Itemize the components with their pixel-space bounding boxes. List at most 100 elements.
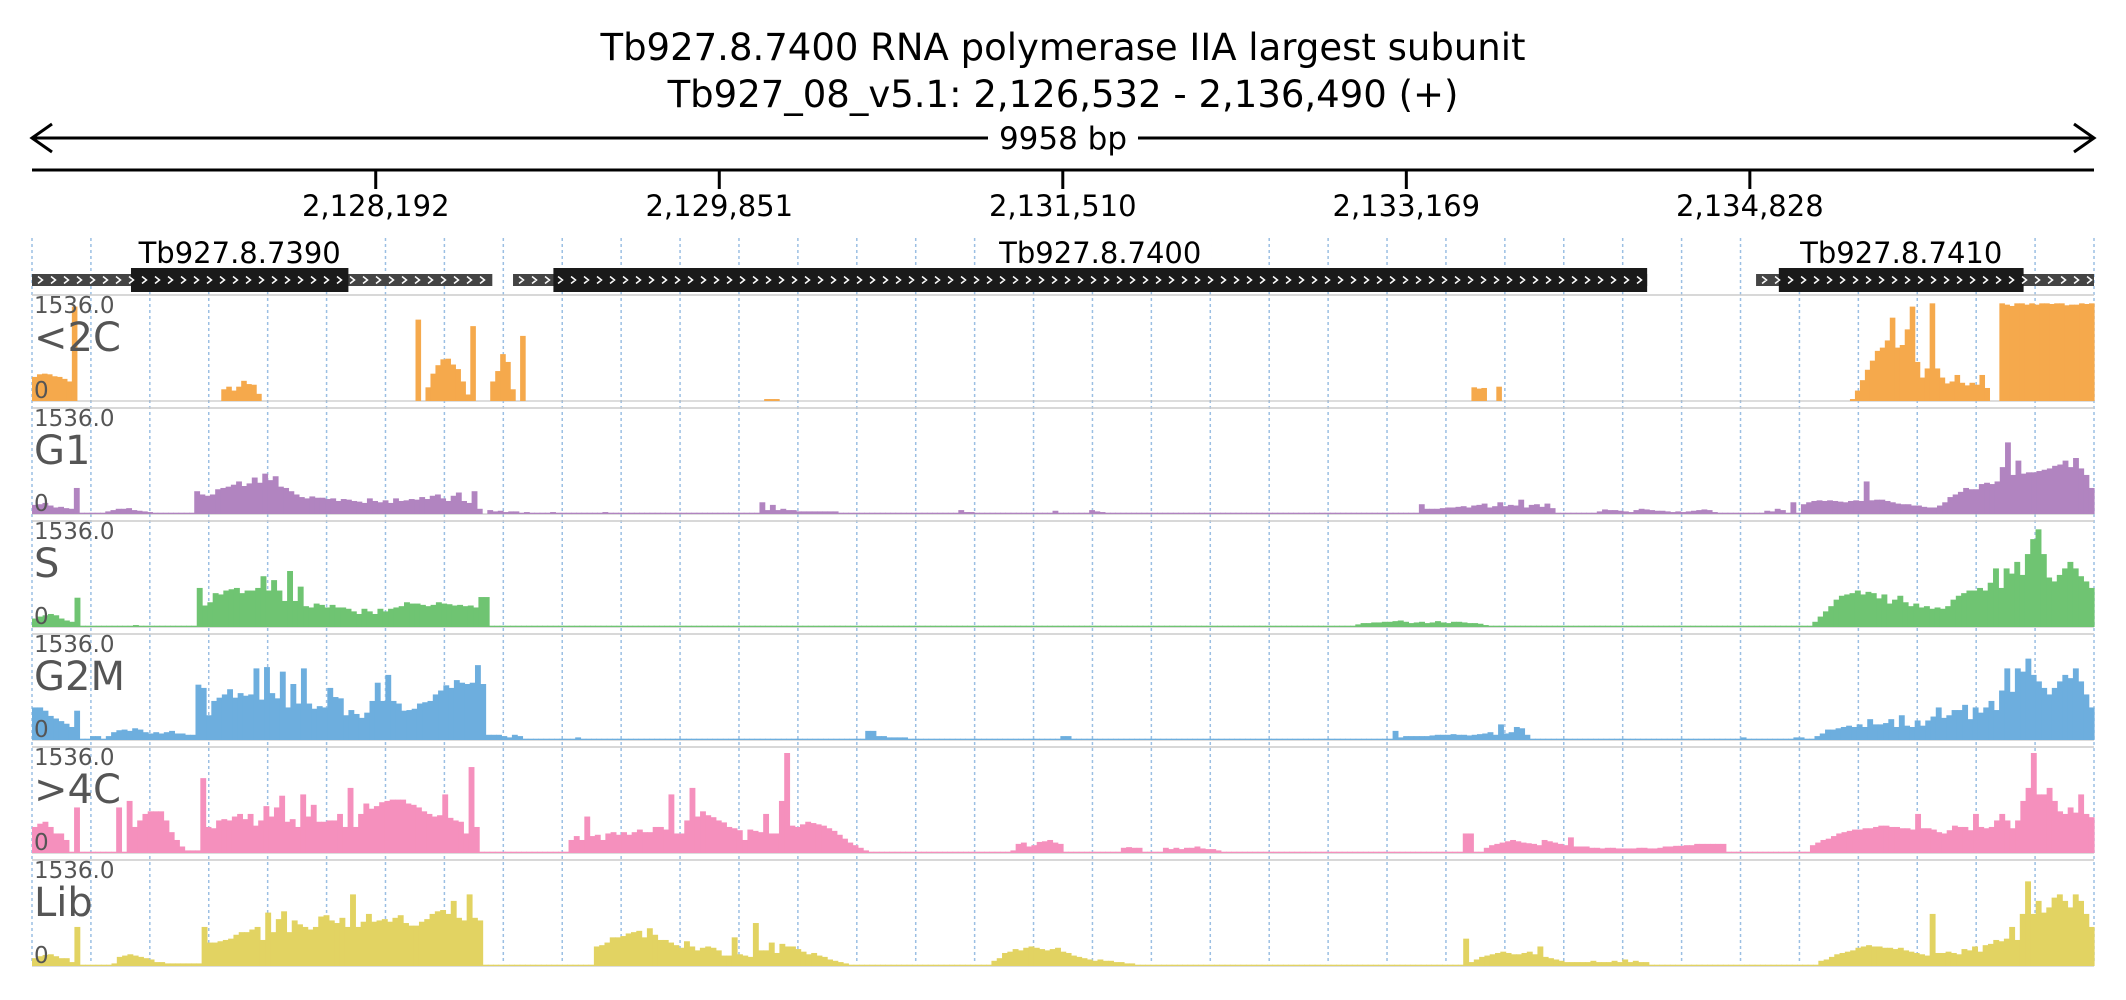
coverage-bar bbox=[615, 937, 621, 966]
coverage-bar bbox=[1942, 502, 1949, 514]
coverage-bar bbox=[1166, 964, 1173, 966]
coverage-bar bbox=[894, 851, 901, 853]
coverage-bar bbox=[1894, 347, 1901, 401]
coverage-bar bbox=[905, 512, 912, 514]
coverage-bar bbox=[1231, 851, 1238, 853]
coverage-bar bbox=[1277, 964, 1284, 966]
coverage-bar bbox=[801, 738, 808, 740]
coverage-bar bbox=[1924, 368, 1931, 401]
coverage-bar bbox=[1870, 593, 1877, 627]
coverage-bar bbox=[450, 495, 457, 514]
coverage-bar bbox=[964, 964, 971, 966]
coverage-bar bbox=[664, 738, 671, 740]
coverage-bar bbox=[356, 501, 363, 514]
coverage-bar bbox=[1685, 964, 1692, 966]
coverage-bar bbox=[1567, 837, 1574, 853]
coverage-bar bbox=[2056, 574, 2063, 627]
coverage-bar bbox=[1277, 512, 1284, 514]
coverage-bar bbox=[142, 813, 149, 853]
coverage-bar bbox=[757, 832, 764, 853]
coverage-bar bbox=[1192, 964, 1199, 966]
coverage-bar bbox=[79, 851, 86, 853]
coverage-bar bbox=[1819, 733, 1826, 740]
coverage-bar bbox=[1524, 734, 1531, 740]
coverage-bar bbox=[289, 819, 296, 853]
coverage-bar bbox=[1182, 964, 1189, 966]
coverage-bar bbox=[393, 498, 399, 514]
coverage-bar bbox=[1764, 510, 1771, 514]
coverage-bar bbox=[259, 939, 266, 966]
coverage-bar bbox=[1083, 512, 1090, 514]
coverage-bar bbox=[930, 625, 937, 627]
coverage-bar bbox=[685, 738, 692, 740]
coverage-bar bbox=[1577, 738, 1584, 740]
coverage-bar bbox=[1084, 851, 1090, 853]
coverage-bar bbox=[1268, 851, 1275, 853]
coverage-bar bbox=[1294, 851, 1301, 853]
coverage-bar bbox=[2029, 303, 2035, 401]
coverage-bar bbox=[1229, 738, 1235, 740]
coverage-bar bbox=[487, 510, 494, 514]
coverage-bar bbox=[2030, 539, 2037, 627]
coverage-bar bbox=[710, 817, 717, 853]
coverage-bar bbox=[270, 932, 277, 966]
coverage-bar bbox=[721, 822, 727, 853]
coverage-bar bbox=[797, 625, 804, 627]
coverage-bar bbox=[970, 738, 977, 740]
coverage-bar bbox=[2062, 813, 2069, 853]
coverage-bar bbox=[1281, 738, 1288, 740]
coverage-bar bbox=[673, 833, 680, 853]
coverage-bar bbox=[1954, 374, 1961, 401]
coverage-bar bbox=[1150, 738, 1156, 740]
coverage-bar bbox=[1919, 954, 1925, 966]
coverage-bar bbox=[440, 359, 446, 401]
coverage-bar bbox=[1155, 964, 1162, 966]
coverage-bar bbox=[1749, 964, 1756, 966]
coverage-bar bbox=[562, 964, 568, 966]
coverage-bar bbox=[1267, 512, 1273, 514]
coverage-bar bbox=[84, 851, 91, 853]
coverage-bar bbox=[53, 833, 59, 853]
coverage-bar bbox=[1251, 964, 1258, 966]
coverage-bar bbox=[90, 625, 97, 627]
coverage-bar bbox=[981, 738, 988, 740]
coverage-bar bbox=[2088, 707, 2095, 740]
coverage-bar bbox=[1002, 952, 1008, 966]
coverage-bar bbox=[1404, 851, 1411, 853]
coverage-bar bbox=[1220, 512, 1226, 514]
coverage-bar bbox=[1593, 738, 1599, 740]
coverage-bar bbox=[116, 807, 123, 853]
coverage-bar bbox=[691, 512, 698, 514]
coverage-bar bbox=[949, 964, 955, 966]
coverage-bar bbox=[257, 482, 263, 514]
coverage-bar bbox=[1137, 625, 1144, 627]
coverage-bar bbox=[1852, 829, 1858, 853]
coverage-bar bbox=[1835, 728, 1842, 740]
coverage-bar bbox=[759, 502, 766, 514]
coverage-bar bbox=[1017, 950, 1024, 966]
coverage-bar bbox=[593, 946, 600, 966]
coverage-bar bbox=[318, 916, 325, 966]
coverage-bar bbox=[1450, 621, 1457, 627]
coverage-bar bbox=[1857, 829, 1864, 853]
coverage-bar bbox=[790, 946, 796, 966]
coverage-bar bbox=[1484, 955, 1491, 966]
coverage-bar bbox=[424, 919, 431, 966]
coverage-bar bbox=[865, 730, 872, 740]
coverage-bar bbox=[1563, 962, 1570, 966]
coverage-bar bbox=[1536, 845, 1543, 853]
coverage-bar bbox=[1652, 848, 1659, 853]
coverage-bar bbox=[455, 492, 462, 514]
coverage-bar bbox=[2035, 900, 2042, 966]
coverage-bar bbox=[1521, 952, 1528, 966]
coverage-bar bbox=[470, 326, 476, 401]
coverage-bar bbox=[1817, 616, 1824, 627]
coverage-bar bbox=[2079, 303, 2085, 401]
coverage-bar bbox=[1929, 303, 1936, 401]
coverage-bar bbox=[1201, 625, 1208, 627]
coverage-bar bbox=[547, 625, 554, 627]
coverage-bar bbox=[233, 934, 240, 966]
coverage-bar bbox=[1569, 962, 1576, 966]
coverage-bar bbox=[519, 964, 526, 966]
coverage-bar bbox=[202, 605, 208, 627]
